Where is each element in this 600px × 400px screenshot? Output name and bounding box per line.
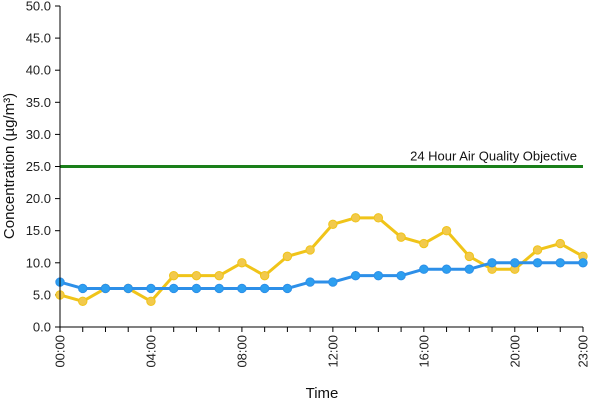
series-group [55,213,588,307]
y-tick-label: 35.0 [26,95,51,110]
data-point [305,245,315,255]
data-point [532,245,543,255]
data-point [168,270,179,281]
data-point [100,283,111,294]
x-tick-label: 08:00 [234,335,249,368]
data-point [555,238,565,249]
data-point [578,258,588,268]
y-tick-label: 10.0 [26,255,51,270]
y-axis-title: Concentration (µg/m³) [1,93,18,239]
data-point [328,219,338,229]
data-point [373,270,384,281]
y-tick-label: 50.0 [26,0,51,14]
axes [59,6,583,328]
data-point [396,270,406,281]
y-tick-label: 30.0 [26,127,51,142]
y-axis-ticks: 0.0 5.0 10.0 15.0 20.0 25.0 30.0 35.0 40.0 45.0 50… [26,0,60,335]
data-point [464,264,475,274]
y-tick-label: 25.0 [26,159,51,174]
x-tick-label: 00:00 [53,335,68,368]
series-1 [55,213,588,307]
data-point [168,283,179,294]
data-point [237,283,247,294]
data-point [532,258,543,268]
x-tick-label: 16:00 [416,335,431,368]
data-point [487,258,497,268]
y-tick-label: 0.0 [33,320,51,335]
x-tick-label: 12:00 [325,335,340,368]
data-point [441,226,452,236]
data-point [214,270,224,281]
data-point [419,264,429,274]
y-tick-label: 15.0 [26,223,51,238]
data-point [305,277,315,287]
reference-line-label: 24 Hour Air Quality Objective [410,149,577,164]
data-point [282,283,293,294]
data-point [350,270,361,281]
data-point [146,283,156,294]
data-point [441,264,452,274]
series-line [59,261,583,290]
data-point [214,283,224,294]
data-point [259,270,270,281]
data-point [350,213,361,223]
data-point [419,238,429,249]
y-tick-label: 20.0 [26,191,51,206]
reference-line-group: 24 Hour Air Quality Objective [60,149,583,168]
data-point [146,296,156,307]
x-axis-ticks: 00:00 04:00 08:00 12:00 16:00 20:00 23:00 [53,327,591,368]
data-point [237,258,247,268]
data-point [123,283,133,294]
data-point [282,251,293,262]
data-point [464,251,475,262]
data-point [191,283,202,294]
y-tick-label: 5.0 [33,287,51,302]
data-point [373,213,384,223]
x-tick-label: 04:00 [143,335,158,368]
data-point [510,258,520,268]
x-axis-title: Time [306,385,339,400]
x-tick-label: 20:00 [507,335,522,368]
data-point [328,277,338,287]
data-point [78,296,88,307]
data-point [259,283,270,294]
y-tick-label: 45.0 [26,31,51,46]
y-tick-label: 40.0 [26,63,51,78]
data-point [191,270,202,281]
data-point [78,283,88,294]
x-tick-label: 23:00 [576,335,591,368]
series-2 [55,258,588,294]
data-point [555,258,565,268]
data-point [396,232,406,242]
